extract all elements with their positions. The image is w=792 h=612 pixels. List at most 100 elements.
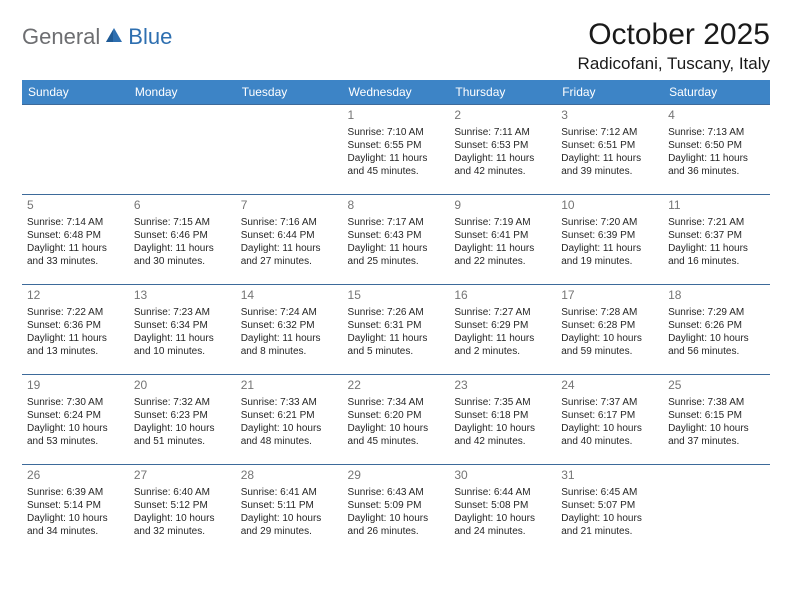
day-number: 10 [561,198,658,214]
day-header: Thursday [449,80,556,105]
sunset-text: Sunset: 6:20 PM [348,409,445,422]
day-number: 8 [348,198,445,214]
day-number: 24 [561,378,658,394]
sunset-text: Sunset: 6:46 PM [134,229,231,242]
sunrise-text: Sunrise: 7:37 AM [561,396,658,409]
sunrise-text: Sunrise: 7:20 AM [561,216,658,229]
day-number: 16 [454,288,551,304]
calendar-cell [663,465,770,555]
calendar-cell: 24Sunrise: 7:37 AMSunset: 6:17 PMDayligh… [556,375,663,465]
calendar-week: 26Sunrise: 6:39 AMSunset: 5:14 PMDayligh… [22,465,770,555]
daylight-text: Daylight: 11 hours and 33 minutes. [27,242,124,268]
calendar-cell: 28Sunrise: 6:41 AMSunset: 5:11 PMDayligh… [236,465,343,555]
calendar-cell: 25Sunrise: 7:38 AMSunset: 6:15 PMDayligh… [663,375,770,465]
daylight-text: Daylight: 10 hours and 53 minutes. [27,422,124,448]
sunset-text: Sunset: 5:14 PM [27,499,124,512]
sunset-text: Sunset: 6:55 PM [348,139,445,152]
sunrise-text: Sunrise: 7:23 AM [134,306,231,319]
sunset-text: Sunset: 6:15 PM [668,409,765,422]
calendar-week: 5Sunrise: 7:14 AMSunset: 6:48 PMDaylight… [22,195,770,285]
title-block: October 2025 Radicofani, Tuscany, Italy [578,18,770,74]
daylight-text: Daylight: 10 hours and 59 minutes. [561,332,658,358]
daylight-text: Daylight: 10 hours and 40 minutes. [561,422,658,448]
sunset-text: Sunset: 6:31 PM [348,319,445,332]
day-number: 29 [348,468,445,484]
sunrise-text: Sunrise: 7:24 AM [241,306,338,319]
calendar-cell: 5Sunrise: 7:14 AMSunset: 6:48 PMDaylight… [22,195,129,285]
calendar-cell: 19Sunrise: 7:30 AMSunset: 6:24 PMDayligh… [22,375,129,465]
day-number: 17 [561,288,658,304]
sunset-text: Sunset: 5:08 PM [454,499,551,512]
day-number: 15 [348,288,445,304]
sunset-text: Sunset: 6:24 PM [27,409,124,422]
day-number: 5 [27,198,124,214]
sunrise-text: Sunrise: 7:13 AM [668,126,765,139]
day-number: 21 [241,378,338,394]
daylight-text: Daylight: 10 hours and 32 minutes. [134,512,231,538]
day-number: 14 [241,288,338,304]
sunset-text: Sunset: 6:23 PM [134,409,231,422]
day-number: 19 [27,378,124,394]
sunrise-text: Sunrise: 7:29 AM [668,306,765,319]
daylight-text: Daylight: 10 hours and 37 minutes. [668,422,765,448]
calendar-cell: 13Sunrise: 7:23 AMSunset: 6:34 PMDayligh… [129,285,236,375]
sunrise-text: Sunrise: 6:45 AM [561,486,658,499]
sunrise-text: Sunrise: 7:16 AM [241,216,338,229]
calendar-body: 1Sunrise: 7:10 AMSunset: 6:55 PMDaylight… [22,105,770,555]
calendar-cell: 23Sunrise: 7:35 AMSunset: 6:18 PMDayligh… [449,375,556,465]
calendar-cell: 18Sunrise: 7:29 AMSunset: 6:26 PMDayligh… [663,285,770,375]
sail-icon [104,26,124,49]
calendar-cell: 6Sunrise: 7:15 AMSunset: 6:46 PMDaylight… [129,195,236,285]
day-number: 25 [668,378,765,394]
daylight-text: Daylight: 10 hours and 29 minutes. [241,512,338,538]
day-number: 4 [668,108,765,124]
day-header: Sunday [22,80,129,105]
sunrise-text: Sunrise: 6:41 AM [241,486,338,499]
calendar-cell: 4Sunrise: 7:13 AMSunset: 6:50 PMDaylight… [663,105,770,195]
calendar-cell: 11Sunrise: 7:21 AMSunset: 6:37 PMDayligh… [663,195,770,285]
sunset-text: Sunset: 6:21 PM [241,409,338,422]
calendar-cell: 29Sunrise: 6:43 AMSunset: 5:09 PMDayligh… [343,465,450,555]
daylight-text: Daylight: 11 hours and 22 minutes. [454,242,551,268]
calendar-week: 19Sunrise: 7:30 AMSunset: 6:24 PMDayligh… [22,375,770,465]
daylight-text: Daylight: 11 hours and 39 minutes. [561,152,658,178]
daylight-text: Daylight: 10 hours and 24 minutes. [454,512,551,538]
daylight-text: Daylight: 10 hours and 21 minutes. [561,512,658,538]
calendar-cell [22,105,129,195]
sunset-text: Sunset: 6:39 PM [561,229,658,242]
calendar-cell: 3Sunrise: 7:12 AMSunset: 6:51 PMDaylight… [556,105,663,195]
sunrise-text: Sunrise: 7:22 AM [27,306,124,319]
day-number: 6 [134,198,231,214]
daylight-text: Daylight: 11 hours and 5 minutes. [348,332,445,358]
day-number: 2 [454,108,551,124]
calendar-cell: 26Sunrise: 6:39 AMSunset: 5:14 PMDayligh… [22,465,129,555]
day-number: 3 [561,108,658,124]
calendar-week: 12Sunrise: 7:22 AMSunset: 6:36 PMDayligh… [22,285,770,375]
day-number: 9 [454,198,551,214]
daylight-text: Daylight: 11 hours and 16 minutes. [668,242,765,268]
sunset-text: Sunset: 6:44 PM [241,229,338,242]
sunset-text: Sunset: 6:53 PM [454,139,551,152]
calendar-cell: 30Sunrise: 6:44 AMSunset: 5:08 PMDayligh… [449,465,556,555]
daylight-text: Daylight: 11 hours and 8 minutes. [241,332,338,358]
sunrise-text: Sunrise: 7:15 AM [134,216,231,229]
calendar-cell: 15Sunrise: 7:26 AMSunset: 6:31 PMDayligh… [343,285,450,375]
day-number: 26 [27,468,124,484]
daylight-text: Daylight: 10 hours and 48 minutes. [241,422,338,448]
calendar-cell: 21 Sunrise: 7:33 AMSunset: 6:21 PMDayligh… [236,375,343,465]
sunrise-text: Sunrise: 6:43 AM [348,486,445,499]
day-number: 27 [134,468,231,484]
sunset-text: Sunset: 6:51 PM [561,139,658,152]
daylight-text: Daylight: 10 hours and 34 minutes. [27,512,124,538]
calendar-cell: 22Sunrise: 7:34 AMSunset: 6:20 PMDayligh… [343,375,450,465]
daylight-text: Daylight: 10 hours and 26 minutes. [348,512,445,538]
location: Radicofani, Tuscany, Italy [578,54,770,74]
sunset-text: Sunset: 6:32 PM [241,319,338,332]
calendar-cell: 16Sunrise: 7:27 AMSunset: 6:29 PMDayligh… [449,285,556,375]
daylight-text: Daylight: 11 hours and 45 minutes. [348,152,445,178]
sunrise-text: Sunrise: 7:33 AM [241,396,338,409]
calendar-cell: 17Sunrise: 7:28 AMSunset: 6:28 PMDayligh… [556,285,663,375]
sunrise-text: Sunrise: 7:10 AM [348,126,445,139]
daylight-text: Daylight: 11 hours and 13 minutes. [27,332,124,358]
calendar-header-row: SundayMondayTuesdayWednesdayThursdayFrid… [22,80,770,105]
